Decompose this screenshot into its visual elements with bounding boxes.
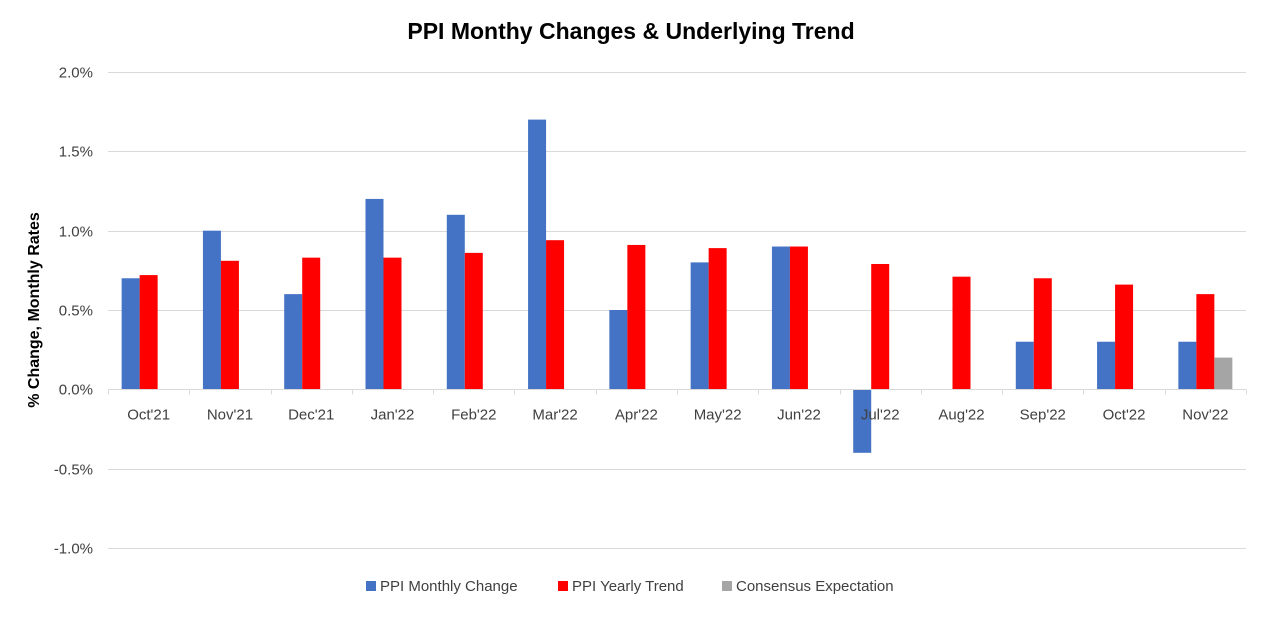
legend-swatch <box>366 581 376 591</box>
y-tick-label: 2.0% <box>59 65 93 82</box>
x-axis-ticks: Oct'21 Nov'21 Dec'21 Jan'22 Feb'22 Mar'22 Apr'… <box>127 406 1228 423</box>
x-tick-label: Aug'22 <box>938 406 984 423</box>
x-tick-label: Nov'21 <box>207 406 253 423</box>
y-tick-label: 1.0% <box>59 224 93 241</box>
bar-ppi-yearly-trend-9 <box>871 263 890 390</box>
bar-ppi-monthly-change-7 <box>690 262 709 390</box>
bar-ppi-yearly-trend-2 <box>302 257 321 390</box>
bar-ppi-yearly-trend-4 <box>464 252 483 390</box>
x-tick-label: Apr'22 <box>615 406 658 423</box>
y-axis-label: % Change, Monthly Rates <box>26 212 43 408</box>
bar-ppi-monthly-change-9 <box>853 389 872 453</box>
y-axis-ticks: 2.0% 1.5% 1.0% 0.5% 0.0% -0.5% -1.0% <box>54 65 93 558</box>
bar-ppi-yearly-trend-3 <box>383 257 402 390</box>
bar-ppi-yearly-trend-7 <box>708 248 727 390</box>
gridlines <box>108 72 1246 549</box>
y-tick-label: 0.0% <box>59 382 93 399</box>
legend: PPI Monthly Change PPI Yearly Trend Consen… <box>366 578 894 595</box>
bar-ppi-monthly-change-2 <box>284 294 303 390</box>
x-tick-label: Oct'21 <box>127 406 170 423</box>
x-tick-label: Oct'22 <box>1103 406 1146 423</box>
legend-label: Consensus Expectation <box>736 578 894 595</box>
bar-ppi-monthly-change-11 <box>1015 341 1034 390</box>
bar-ppi-yearly-trend-5 <box>546 240 565 390</box>
y-tick-label: -0.5% <box>54 462 93 479</box>
legend-swatch <box>722 581 732 591</box>
legend-label: PPI Yearly Trend <box>572 578 684 595</box>
bars <box>108 119 1247 453</box>
bar-ppi-yearly-trend-12 <box>1115 284 1134 390</box>
bar-ppi-monthly-change-5 <box>528 119 547 390</box>
bar-ppi-yearly-trend-11 <box>1033 278 1052 390</box>
bar-ppi-yearly-trend-13 <box>1196 294 1215 390</box>
legend-swatch <box>558 581 568 591</box>
x-tick-label: May'22 <box>694 406 742 423</box>
x-tick-label: Sep'22 <box>1020 406 1066 423</box>
x-tick-label: Jun'22 <box>777 406 821 423</box>
bar-ppi-monthly-change-3 <box>365 198 384 390</box>
bar-ppi-yearly-trend-8 <box>789 246 808 390</box>
bar-ppi-monthly-change-6 <box>609 310 628 390</box>
bar-ppi-monthly-change-4 <box>446 214 465 390</box>
bar-ppi-yearly-trend-10 <box>952 276 971 390</box>
chart-title: PPI Monthy Changes & Underlying Trend <box>407 18 854 44</box>
bar-ppi-monthly-change-1 <box>202 230 221 390</box>
x-tick-label: Jan'22 <box>371 406 415 423</box>
bar-ppi-yearly-trend-6 <box>627 244 646 390</box>
y-tick-label: -1.0% <box>54 541 93 558</box>
legend-label: PPI Monthly Change <box>380 578 518 595</box>
y-tick-label: 1.5% <box>59 144 93 161</box>
bar-ppi-monthly-change-0 <box>121 278 140 390</box>
x-tick-label: Mar'22 <box>532 406 577 423</box>
y-tick-label: 0.5% <box>59 303 93 320</box>
bar-ppi-yearly-trend-0 <box>139 275 158 390</box>
x-tick-label: Dec'21 <box>288 406 334 423</box>
x-tick-label: Feb'22 <box>451 406 496 423</box>
bar-consensus-expectation-13 <box>1214 357 1233 390</box>
bar-ppi-monthly-change-12 <box>1097 341 1116 390</box>
bar-ppi-monthly-change-13 <box>1178 341 1197 390</box>
x-tick-label: Nov'22 <box>1182 406 1228 423</box>
bar-ppi-monthly-change-8 <box>771 246 790 390</box>
bar-ppi-yearly-trend-1 <box>220 260 239 390</box>
x-tick-label: Jul'22 <box>861 406 900 423</box>
